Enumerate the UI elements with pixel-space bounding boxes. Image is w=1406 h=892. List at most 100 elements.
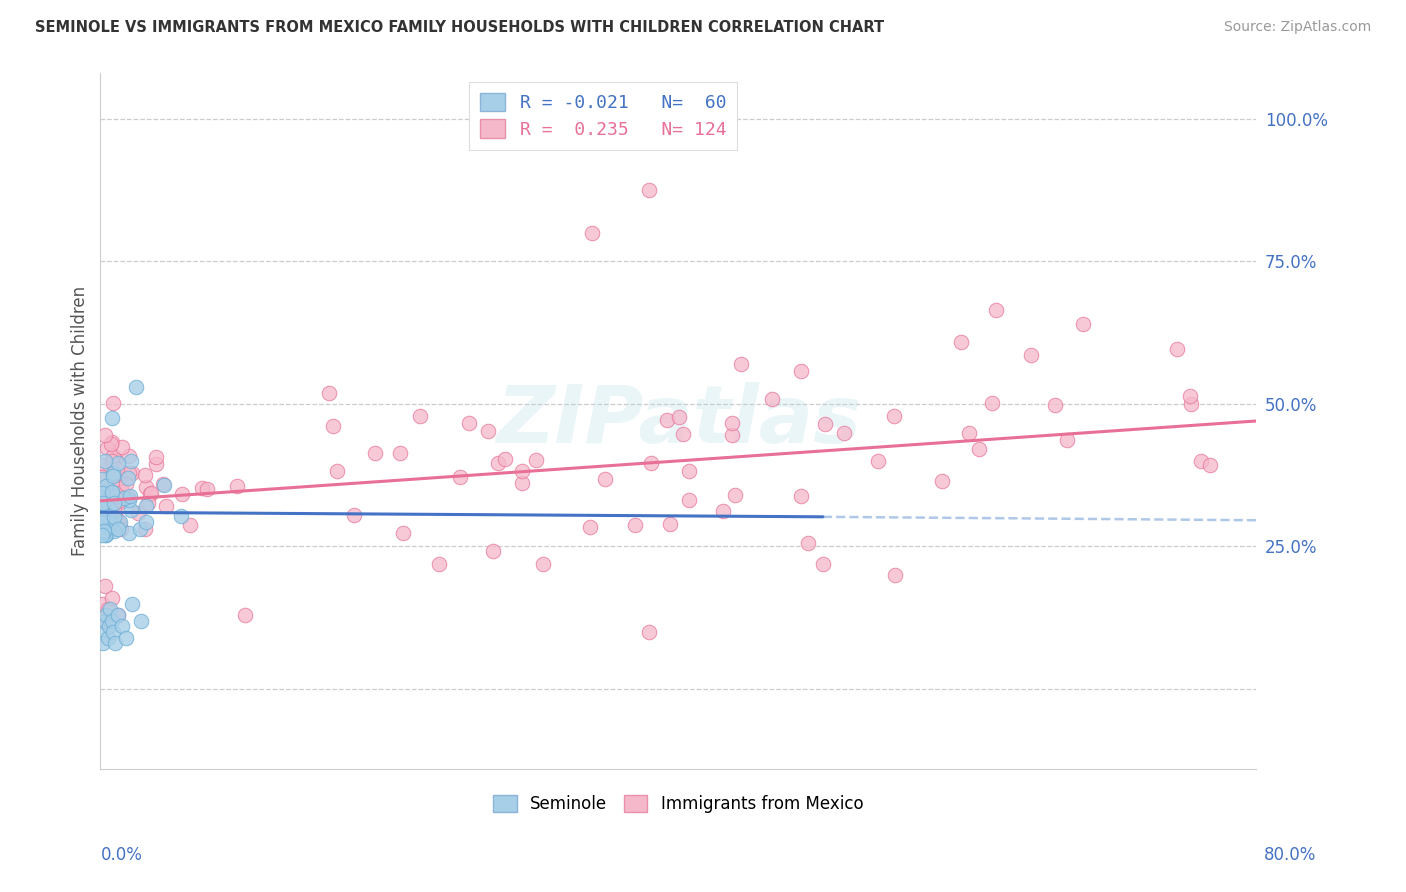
Point [96, 441, 118, 455]
Point [482, 544, 505, 558]
Point [98, 501, 121, 516]
Point [724, 488, 747, 502]
Point [90, 458, 112, 472]
Point [118, 493, 141, 508]
Point [90, 597, 112, 611]
Point [866, 454, 889, 468]
Point [721, 428, 744, 442]
Point [510, 464, 533, 478]
Point [118, 467, 141, 481]
Point [790, 489, 813, 503]
Point [93, 524, 115, 539]
Point [105, 462, 128, 476]
Point [101, 591, 124, 605]
Point [101, 411, 124, 425]
Point [139, 486, 162, 500]
Point [145, 450, 167, 464]
Point [96, 516, 118, 530]
Point [811, 557, 834, 571]
Point [91, 496, 114, 510]
Point [103, 503, 125, 517]
Point [672, 427, 695, 442]
Point [108, 516, 131, 530]
Point [91, 636, 114, 650]
Point [524, 453, 547, 467]
Point [118, 526, 141, 541]
Point [986, 302, 1008, 317]
Point [103, 509, 125, 524]
Point [90, 516, 112, 530]
Point [155, 499, 177, 513]
Point [458, 416, 481, 430]
Point [91, 469, 114, 483]
Point [120, 454, 142, 468]
Text: 0.0%: 0.0% [101, 846, 143, 863]
Text: Source: ZipAtlas.com: Source: ZipAtlas.com [1223, 20, 1371, 34]
Point [581, 226, 603, 240]
Point [388, 445, 411, 459]
Point [121, 466, 143, 480]
Legend: Seminole, Immigrants from Mexico: Seminole, Immigrants from Mexico [486, 789, 870, 820]
Point [486, 456, 509, 470]
Point [91, 492, 114, 507]
Point [93, 517, 115, 532]
Point [105, 516, 128, 530]
Point [94, 454, 117, 468]
Point [145, 457, 167, 471]
Point [103, 625, 125, 640]
Point [98, 619, 121, 633]
Text: ZIPatlas: ZIPatlas [496, 382, 860, 460]
Point [100, 485, 122, 500]
Point [179, 518, 201, 533]
Point [533, 557, 555, 571]
Point [97, 631, 120, 645]
Point [91, 499, 114, 513]
Point [129, 614, 152, 628]
Point [90, 472, 112, 486]
Point [152, 478, 174, 492]
Point [135, 499, 157, 513]
Point [797, 536, 820, 550]
Point [120, 503, 142, 517]
Point [108, 494, 131, 508]
Point [655, 413, 678, 427]
Point [1056, 433, 1078, 447]
Point [112, 491, 135, 505]
Point [449, 470, 471, 484]
Point [91, 485, 114, 500]
Point [111, 619, 134, 633]
Point [152, 477, 174, 491]
Point [134, 468, 156, 483]
Point [94, 607, 117, 622]
Point [98, 516, 121, 531]
Point [93, 515, 115, 529]
Point [91, 519, 114, 533]
Point [1019, 348, 1042, 362]
Point [640, 457, 662, 471]
Point [135, 516, 157, 530]
Point [125, 380, 148, 394]
Point [107, 522, 129, 536]
Point [730, 357, 752, 371]
Point [832, 426, 855, 441]
Point [225, 479, 247, 493]
Point [105, 482, 128, 496]
Point [711, 504, 734, 518]
Y-axis label: Family Households with Children: Family Households with Children [72, 286, 89, 556]
Text: SEMINOLE VS IMMIGRANTS FROM MEXICO FAMILY HOUSEHOLDS WITH CHILDREN CORRELATION C: SEMINOLE VS IMMIGRANTS FROM MEXICO FAMIL… [35, 20, 884, 35]
Point [408, 409, 430, 423]
Point [93, 528, 115, 542]
Point [91, 470, 114, 484]
Point [107, 513, 129, 527]
Point [90, 528, 112, 542]
Point [90, 625, 112, 640]
Point [969, 442, 991, 457]
Point [108, 517, 131, 532]
Point [91, 614, 114, 628]
Point [134, 522, 156, 536]
Point [318, 385, 340, 400]
Point [720, 416, 742, 430]
Point [363, 445, 385, 459]
Point [96, 528, 118, 542]
Point [91, 499, 114, 513]
